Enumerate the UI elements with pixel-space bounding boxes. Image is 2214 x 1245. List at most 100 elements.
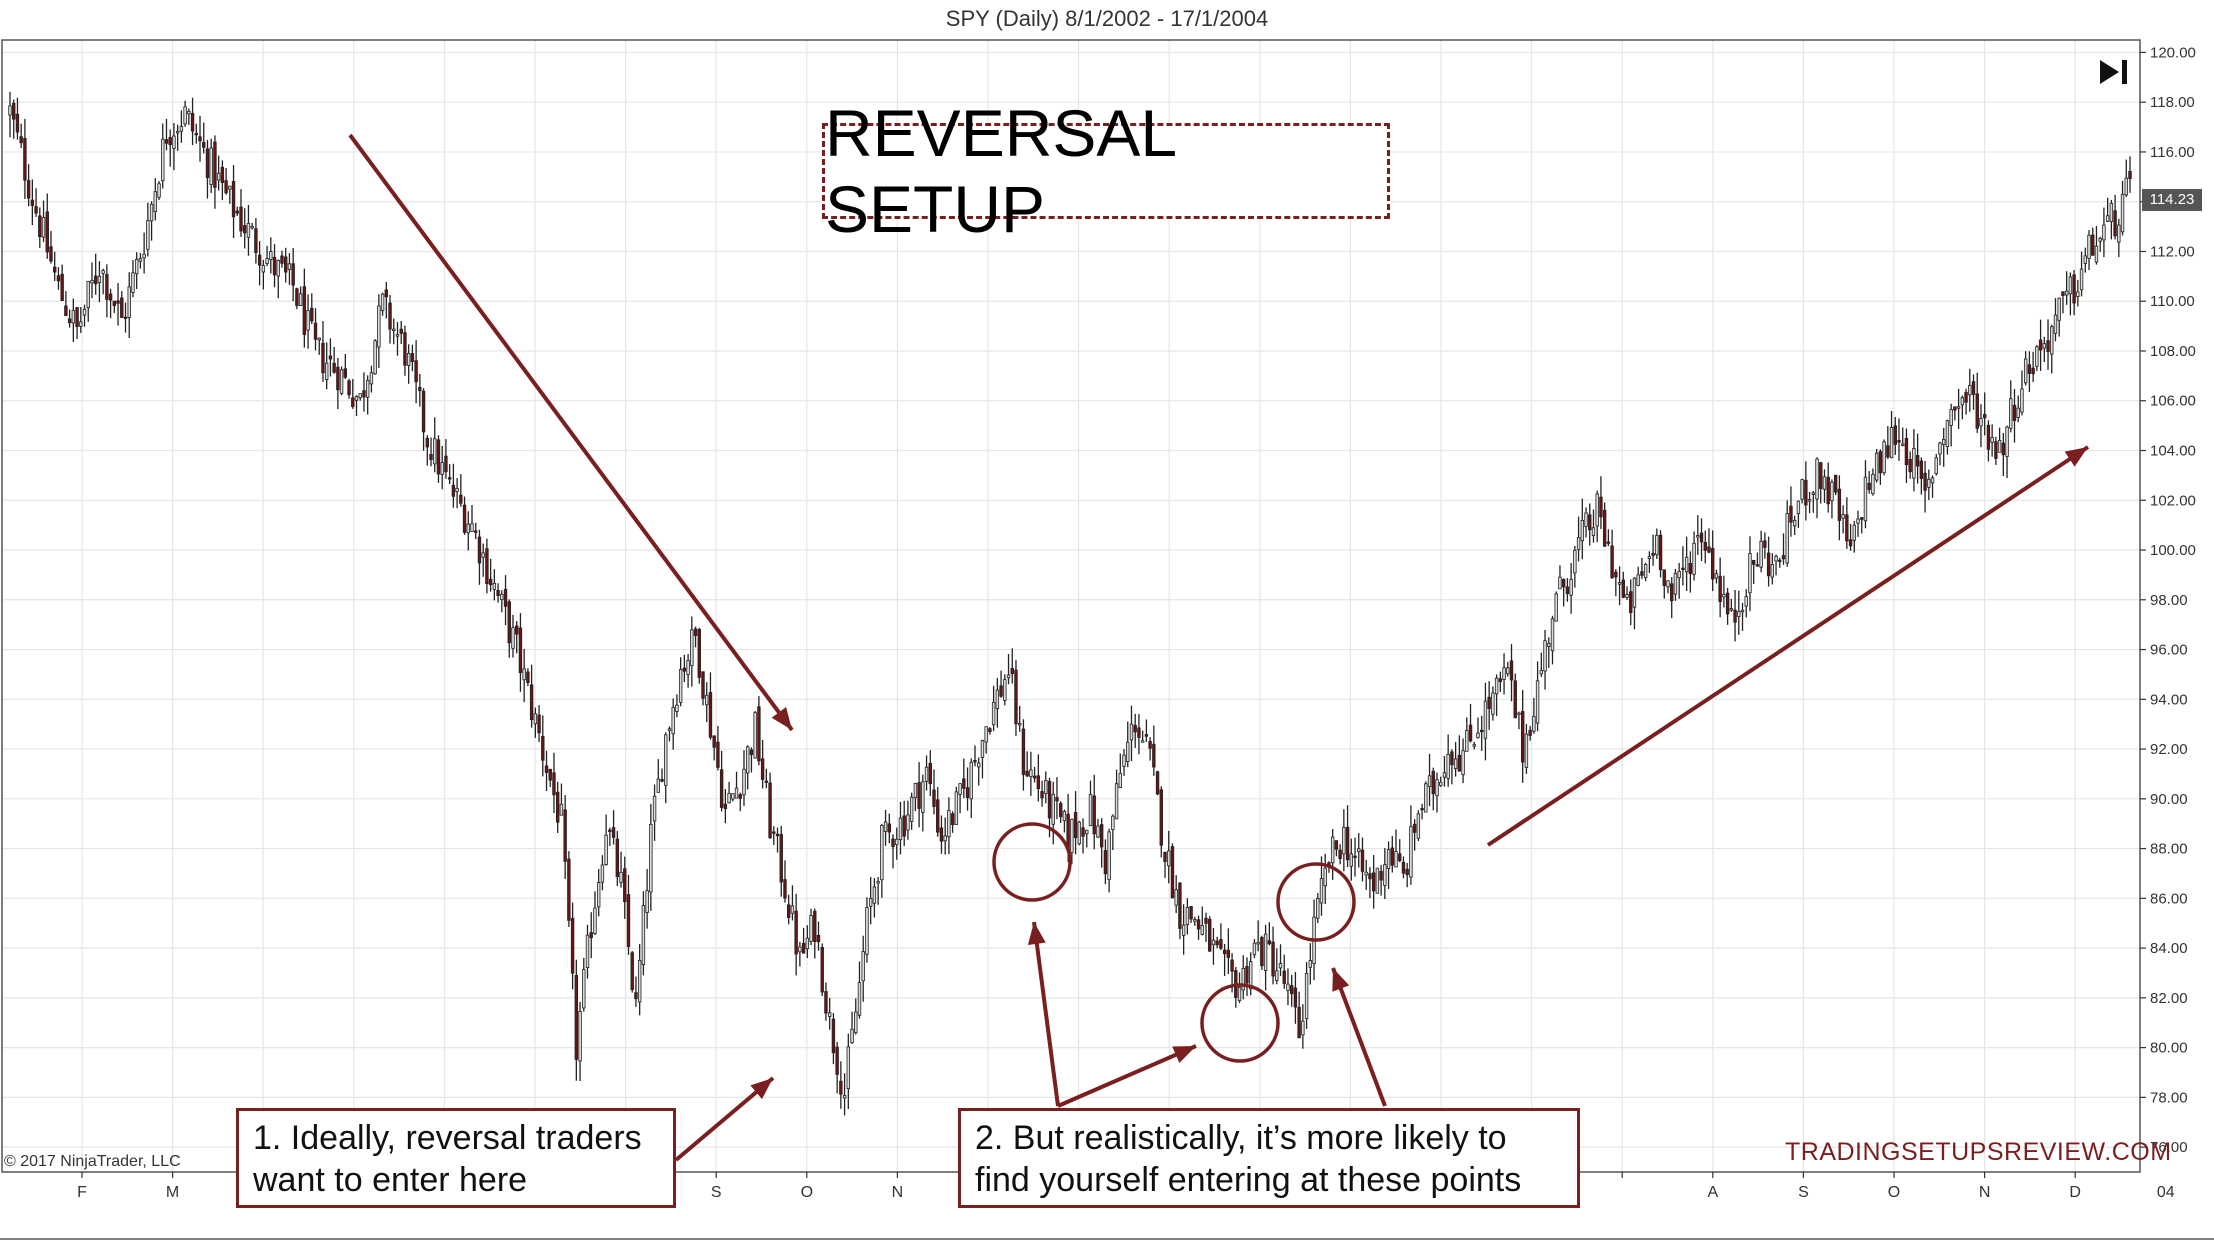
candle-body — [455, 487, 459, 492]
candle-body — [418, 386, 422, 392]
candle-body — [1625, 593, 1629, 598]
note2-line1: 2. But realistically, it’s more likely t… — [975, 1119, 1507, 1157]
x-tick-label: M — [166, 1184, 179, 1201]
candle-body — [1215, 940, 1219, 946]
candle-body — [86, 280, 90, 308]
entry-arrow-dec — [1032, 921, 1060, 1107]
candle-body — [1468, 724, 1473, 742]
candle-body — [1714, 573, 1719, 579]
entry-arrow-apr — [1331, 967, 1387, 1107]
candle-body — [790, 905, 795, 914]
candle-body — [2016, 407, 2020, 418]
candle-body — [928, 762, 932, 785]
candle-body — [1360, 849, 1365, 872]
candle-body — [2061, 291, 2065, 296]
candle-body — [578, 1011, 582, 1062]
candle-body — [2102, 224, 2106, 241]
candle-body — [1498, 678, 1503, 683]
candle-body — [328, 355, 333, 360]
candle-body — [854, 1011, 858, 1034]
candle-body — [1494, 677, 1499, 695]
candle-body — [902, 815, 906, 837]
candle-body — [205, 148, 210, 179]
candle-body — [470, 523, 474, 532]
candle-body — [757, 706, 761, 762]
candle-body — [1185, 907, 1190, 926]
candle-body — [1722, 593, 1726, 598]
candle-body — [697, 629, 701, 678]
y-tick-label: 78.00 — [2150, 1089, 2188, 1106]
candle-body — [1323, 867, 1327, 887]
candle-body — [1662, 569, 1666, 586]
candle-body — [1807, 499, 1812, 502]
candle-body — [1103, 850, 1108, 875]
candle-body — [23, 138, 27, 181]
candle-body — [1278, 963, 1283, 969]
copyright: © 2017 NinjaTrader, LLC — [4, 1153, 181, 1170]
candle-body — [1044, 780, 1048, 794]
candle-body — [351, 397, 355, 407]
candle-body — [1480, 729, 1484, 733]
candle-body — [1155, 771, 1160, 795]
candle-body — [835, 1046, 839, 1075]
candle-body — [1956, 406, 1961, 409]
candle-body — [447, 477, 452, 480]
candle-body — [1520, 711, 1525, 763]
last-price-label: 114.23 — [2142, 189, 2202, 211]
candle-body — [123, 316, 128, 319]
y-tick-label: 96.00 — [2150, 642, 2188, 659]
candle-body — [1554, 593, 1558, 622]
candle-body — [1606, 541, 1611, 544]
candle-body — [1997, 439, 2002, 453]
candle-body — [2057, 297, 2061, 321]
candle-body — [1547, 642, 1551, 647]
candle-body — [1483, 700, 1488, 739]
candle-body — [1711, 548, 1715, 580]
candle-body — [313, 322, 318, 340]
candle-body — [589, 932, 593, 939]
candle-body — [2064, 290, 2069, 296]
candle-body — [820, 947, 824, 993]
candle-body — [1860, 517, 1864, 520]
candle-body — [2076, 291, 2080, 297]
candle-body — [2027, 364, 2032, 374]
candle-body — [1852, 524, 1856, 541]
candle-body — [883, 821, 888, 832]
candle-body — [1226, 949, 1231, 958]
candle-body — [693, 628, 698, 637]
candle-body — [645, 890, 649, 913]
candle-body — [1446, 753, 1450, 779]
candle-body — [1599, 496, 1603, 518]
candle-body — [175, 131, 180, 134]
candle-body — [1968, 384, 1972, 396]
candle-body — [1994, 441, 1998, 459]
candle-body — [798, 946, 802, 953]
candle-body — [1491, 692, 1495, 715]
candle-body — [500, 593, 504, 601]
candle-body — [943, 835, 947, 842]
candle-body — [1286, 983, 1290, 991]
y-axis: 120.00118.00116.00114.00112.00110.00108.… — [2140, 44, 2196, 1156]
candle-body — [1602, 509, 1607, 547]
y-tick-label: 88.00 — [2150, 841, 2188, 858]
candle-body — [518, 627, 523, 674]
candle-body — [1245, 966, 1249, 984]
candle-body — [1982, 414, 1987, 419]
candle-body — [399, 328, 403, 334]
skip-to-end-icon[interactable] — [2097, 57, 2131, 87]
candle-body — [474, 530, 478, 533]
candle-body — [861, 951, 865, 982]
candle-body — [1345, 826, 1350, 861]
candle-body — [1193, 919, 1197, 922]
candle-body — [134, 258, 139, 275]
candle-body — [164, 139, 169, 144]
candle-body — [805, 937, 810, 950]
candle-body — [1453, 758, 1458, 769]
candle-body — [1617, 582, 1622, 585]
candle-body — [1629, 591, 1633, 613]
candle-body — [1003, 679, 1007, 701]
note1-line1: 1. Ideally, reversal traders — [253, 1119, 642, 1157]
candle-body — [1126, 741, 1130, 762]
candle-body — [488, 578, 493, 586]
candle-body — [1856, 518, 1860, 524]
